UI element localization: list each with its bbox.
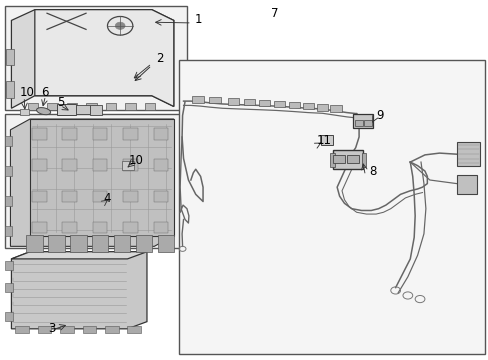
Bar [273,101,285,107]
Bar [114,234,130,252]
Bar [123,190,138,202]
Bar [364,121,371,126]
Polygon shape [35,10,173,107]
Bar [32,222,46,233]
Bar [70,234,86,252]
Bar [4,226,12,235]
Bar [60,326,74,333]
Bar [76,105,90,114]
Bar [32,159,46,171]
Bar [4,283,13,292]
Bar [4,6,187,110]
Bar [154,159,168,171]
Bar [5,49,14,65]
Bar [4,195,12,206]
Bar [15,326,29,333]
Text: 7: 7 [271,7,278,20]
Bar [154,190,168,202]
Bar [92,234,108,252]
Bar [178,60,484,354]
Text: 2: 2 [156,51,163,65]
Bar [136,234,152,252]
Bar [288,102,300,108]
Bar [105,326,119,333]
Bar [20,109,29,115]
Bar [4,261,13,270]
Bar [93,129,107,140]
Text: 9: 9 [375,109,383,122]
Bar [354,121,363,126]
Bar [321,135,332,145]
Bar [456,175,476,194]
Bar [93,190,107,202]
Bar [209,97,220,103]
Bar [47,103,58,110]
Text: 1: 1 [194,13,202,26]
Circle shape [115,22,125,30]
Text: 5: 5 [57,96,64,109]
Bar [105,103,116,110]
Bar [4,114,187,248]
Text: 10: 10 [19,86,34,99]
Bar [332,155,345,163]
Bar [259,100,270,106]
Bar [4,166,12,176]
Bar [329,153,334,167]
Ellipse shape [37,108,51,115]
Polygon shape [11,252,147,259]
Bar [4,136,12,146]
Bar [90,105,102,116]
Bar [127,326,141,333]
Bar [66,103,77,110]
Bar [62,222,77,233]
Bar [361,153,366,167]
Bar [330,105,341,112]
Bar [346,155,358,163]
Bar [93,222,107,233]
Bar [86,103,97,110]
Bar [32,129,46,140]
Bar [123,129,138,140]
Text: 10: 10 [129,154,143,167]
Bar [62,159,77,171]
Bar [30,119,173,235]
Bar [62,190,77,202]
Bar [48,234,64,252]
Bar [144,103,155,110]
Bar [93,159,107,171]
Bar [62,129,77,140]
Bar [125,103,136,110]
Bar [26,234,42,252]
Bar [316,104,327,111]
Text: 6: 6 [41,86,49,99]
Polygon shape [11,10,173,108]
Bar [123,159,138,171]
Text: 3: 3 [48,323,56,336]
Bar [38,326,51,333]
Bar [158,234,174,252]
Bar [456,142,479,166]
Text: 4: 4 [103,192,110,204]
Polygon shape [11,252,147,329]
Bar [5,81,14,98]
Bar [154,129,168,140]
Bar [123,222,138,233]
Bar [32,190,46,202]
Bar [303,103,314,109]
Bar [227,98,239,105]
Bar [154,222,168,233]
Text: 11: 11 [316,134,330,147]
Bar [122,161,134,170]
Polygon shape [10,119,173,246]
Bar [82,326,96,333]
Bar [332,149,362,169]
Bar [57,104,76,116]
Bar [27,103,38,110]
Bar [4,312,13,320]
Bar [243,99,254,105]
Bar [352,114,372,128]
Text: 8: 8 [368,165,375,177]
Bar [192,96,203,103]
